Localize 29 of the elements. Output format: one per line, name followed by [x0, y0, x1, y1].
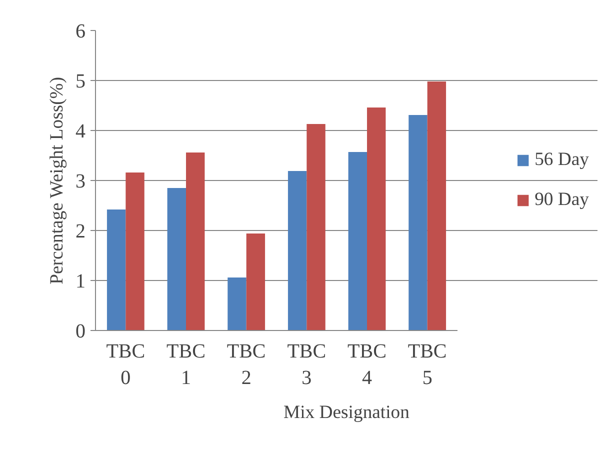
bar	[246, 234, 266, 330]
bar	[228, 278, 246, 330]
y-tick-label: 6	[76, 20, 86, 42]
bar	[348, 152, 367, 330]
bar	[306, 124, 326, 330]
bar	[408, 115, 428, 330]
x-tick-label: TBC 3	[287, 340, 326, 389]
bar	[427, 82, 446, 330]
x-tick-label: TBC 2	[226, 340, 266, 389]
x-axis-title: Mix Designation	[284, 402, 410, 423]
bar	[367, 108, 386, 330]
bar	[288, 171, 307, 330]
y-tick-label: 2	[76, 220, 86, 242]
x-tick-label: TBC 1	[166, 340, 206, 389]
y-tick-label: 3	[76, 170, 86, 192]
bar	[167, 188, 186, 330]
y-tick-label: 1	[76, 270, 86, 292]
x-tick-label: TBC 0	[106, 340, 146, 389]
y-tick-label: 5	[76, 70, 86, 92]
x-tick-label: TBC 4	[348, 340, 386, 389]
bar	[186, 152, 205, 330]
y-tick-label: 0	[76, 320, 86, 342]
legend-label: 56 Day	[534, 149, 589, 171]
bar	[106, 210, 126, 330]
y-axis-title: Percentage Weight Loss(%)	[46, 76, 68, 284]
bar	[126, 172, 144, 330]
y-tick-label: 4	[76, 120, 86, 142]
legend-label: 90 Day	[534, 189, 589, 211]
x-tick-label: TBC 5	[408, 340, 447, 389]
